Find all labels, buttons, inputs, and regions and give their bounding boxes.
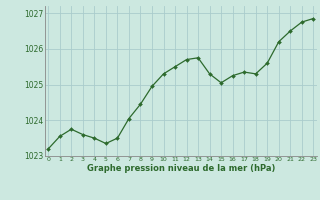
X-axis label: Graphe pression niveau de la mer (hPa): Graphe pression niveau de la mer (hPa) <box>87 164 275 173</box>
